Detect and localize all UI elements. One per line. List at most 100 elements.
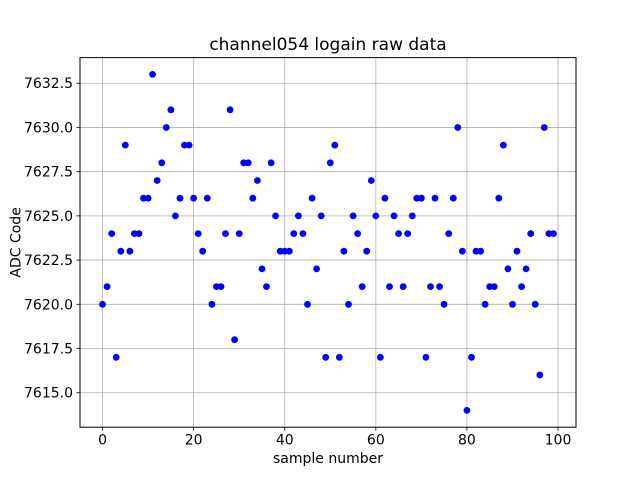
x-tick-label: 0 [98,433,107,449]
data-point [536,371,544,379]
data-point [445,230,453,238]
data-point [495,194,503,202]
data-point [149,71,157,78]
data-point [468,353,475,361]
data-point [295,212,302,220]
data-point [126,247,134,255]
y-tick-label: 7630.0 [24,120,73,136]
y-tick-label: 7632.5 [24,76,73,92]
data-point [285,247,293,255]
x-tick-label: 20 [185,433,203,449]
data-point [427,283,434,290]
data-point [299,230,307,238]
y-tick-label: 7615.0 [24,386,73,402]
data-point [531,300,539,308]
data-point [331,141,339,149]
axes-frame [79,57,577,428]
data-point [99,300,106,308]
data-point [194,230,202,238]
data-point [226,106,234,114]
y-tick-label: 7625.0 [24,209,73,225]
data-point [454,124,462,131]
data-point [135,230,143,238]
x-tick-label: 100 [545,433,572,449]
y-tick-label: 7620.0 [24,297,73,313]
data-point [222,230,229,238]
data-point [527,230,535,238]
grid-layer [80,57,576,428]
data-point [103,283,111,290]
data-point [336,353,343,361]
chart-title: channel054 logain raw data [209,35,446,55]
data-point [176,194,184,202]
data-point [345,300,352,308]
data-point [436,283,443,290]
data-point [518,283,525,290]
data-point [263,283,270,290]
data-point [459,247,466,255]
data-point [235,230,243,238]
data-point [326,159,334,167]
data-point [504,265,512,273]
tick-layer: 0 20 40 60 80 100 7615.0 7617.5 7620.0 7622.5 7625… [24,76,571,448]
data-point [203,194,211,202]
y-tick-label: 7617.5 [24,342,73,358]
y-axis-label: ADC Code [9,207,25,277]
data-point [449,194,457,202]
data-point [317,212,325,220]
data-point [322,353,330,361]
data-point [390,212,398,220]
x-tick-label: 80 [458,433,476,449]
data-point [190,194,198,202]
data-point [500,141,507,149]
data-point [381,194,389,202]
data-point [404,230,412,238]
data-point [158,159,166,167]
data-point [377,353,384,361]
data-point [386,283,393,290]
data-point [208,300,216,308]
data-point [144,194,152,202]
data-point [162,124,170,131]
data-point [112,353,120,361]
data-point [422,353,430,361]
data-point [258,265,266,273]
y-tick-label: 7627.5 [24,165,73,181]
data-point [477,247,484,255]
x-tick-label: 40 [276,433,294,449]
data-point [117,247,125,255]
x-tick-label: 60 [367,433,385,449]
data-point [399,283,407,290]
data-point [418,194,425,202]
data-point [313,265,320,273]
data-point [408,212,416,220]
data-point [522,265,530,273]
data-point [290,230,298,238]
data-point [153,177,161,184]
data-point [121,141,129,149]
plot-border [79,57,577,428]
data-point [340,247,348,255]
data-point [490,283,498,290]
data-point [199,247,207,255]
data-point [254,177,261,184]
data-point [349,212,357,220]
data-point [354,230,361,238]
x-axis-label: sample number [273,451,383,467]
data-point [395,230,402,238]
data-point [463,407,471,414]
data-point [363,247,371,255]
data-points-layer [99,71,557,414]
data-point [540,124,548,131]
data-point [513,247,521,255]
data-point [249,194,257,202]
data-point [367,177,375,184]
data-point [108,230,116,238]
data-point [372,212,380,220]
data-point [509,300,516,308]
data-point [440,300,448,308]
data-point [431,194,439,202]
data-point [267,159,275,167]
